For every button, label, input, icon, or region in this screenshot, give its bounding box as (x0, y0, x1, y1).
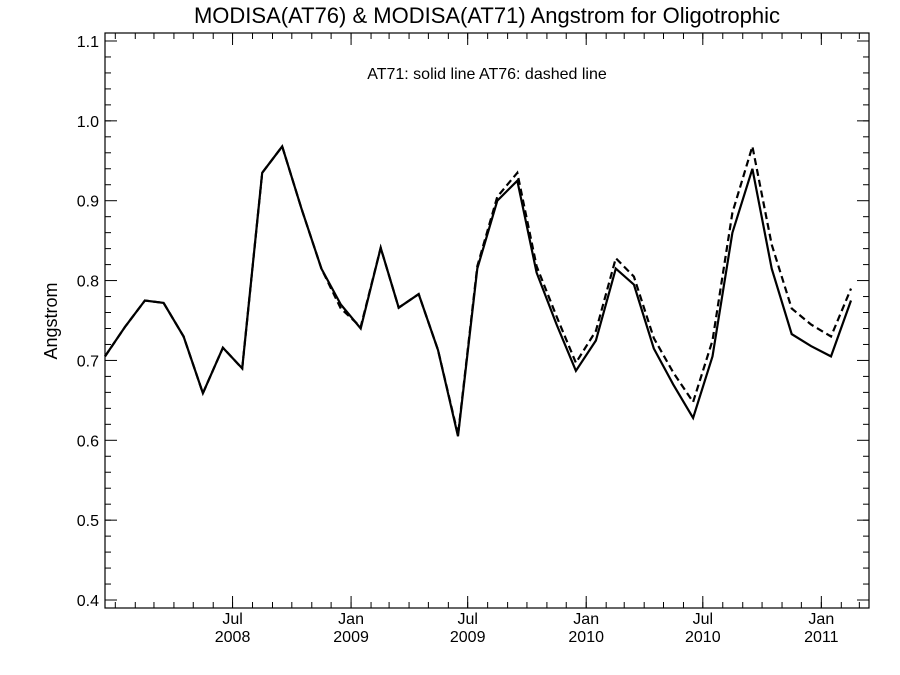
x-tick-label-year: 2009 (333, 629, 369, 646)
series-line-at76-dashed (104, 144, 853, 435)
y-tick-label: 1.0 (77, 114, 99, 131)
x-tick-label-year: 2008 (215, 629, 251, 646)
x-tick-label-year: 2010 (685, 629, 721, 646)
y-tick-label: 0.8 (77, 274, 99, 291)
chart-title: MODISA(AT76) & MODISA(AT71) Angstrom for… (194, 3, 780, 28)
x-tick-label-year: 2011 (804, 629, 839, 646)
x-tick-label-month: Jan (573, 611, 599, 628)
y-tick-labels: 0.4 0.5 0.6 0.7 0.8 0.9 1.0 1.1 (77, 34, 99, 610)
x-tick-label-month: Jul (222, 611, 242, 628)
legend-annotation: AT71: solid line AT76: dashed line (367, 66, 607, 83)
y-tick-label: 0.4 (77, 593, 99, 610)
y-axis-label: Angstrom (41, 282, 61, 359)
y-tick-label: 1.1 (77, 34, 99, 51)
axis-ticks (105, 33, 869, 608)
x-tick-labels: Jul2008Jan2009Jul2009Jan2010Jul2010Jan20… (215, 611, 839, 646)
x-tick-label-month: Jan (808, 611, 834, 628)
x-tick-label-month: Jul (457, 611, 477, 628)
series-layer (104, 144, 853, 437)
x-tick-label-year: 2010 (568, 629, 604, 646)
y-tick-label: 0.6 (77, 433, 99, 450)
plot-frame (104, 32, 870, 609)
series-line-at71-solid (104, 144, 853, 437)
y-tick-label: 0.7 (77, 353, 99, 370)
y-tick-label: 0.9 (77, 194, 99, 211)
y-tick-label: 0.5 (77, 513, 99, 530)
x-tick-label-month: Jul (693, 611, 713, 628)
x-tick-label-year: 2009 (450, 629, 486, 646)
x-tick-label-month: Jan (338, 611, 364, 628)
